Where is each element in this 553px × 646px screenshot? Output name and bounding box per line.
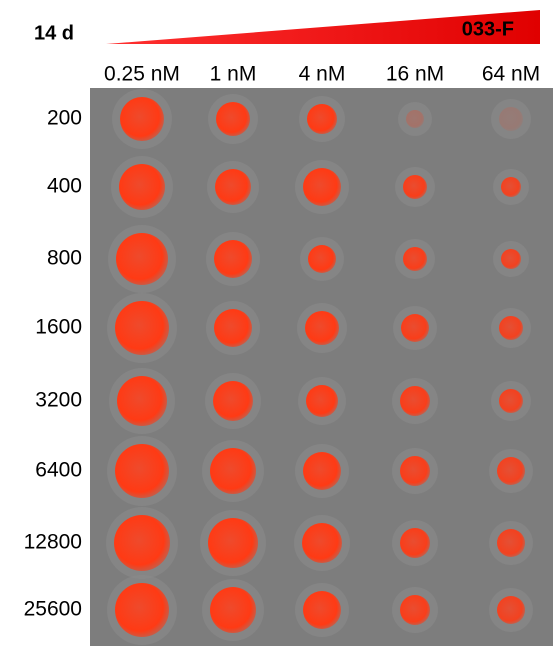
spheroid	[403, 247, 427, 271]
column-label: 1 nM	[210, 63, 257, 86]
row-label: 3200	[35, 389, 82, 412]
row-label: 6400	[35, 459, 82, 482]
column-label: 64 nM	[482, 63, 540, 86]
spheroid	[499, 389, 523, 413]
spheroid	[400, 528, 430, 558]
spheroid	[115, 444, 169, 498]
row-label: 1600	[35, 316, 82, 339]
spheroid	[501, 249, 521, 269]
spheroid	[400, 386, 430, 416]
spheroid	[115, 583, 169, 637]
spheroid	[215, 169, 251, 205]
spheroid	[214, 309, 252, 347]
row-label: 25600	[24, 598, 82, 621]
row-label: 200	[47, 107, 82, 130]
spheroid	[119, 164, 165, 210]
spheroid	[117, 376, 167, 426]
spheroid	[302, 523, 342, 563]
column-label: 4 nM	[299, 63, 346, 86]
row-label: 800	[47, 247, 82, 270]
spheroid	[303, 591, 341, 629]
spheroid	[400, 595, 430, 625]
spheroid	[305, 311, 339, 345]
spheroid	[401, 314, 429, 342]
spheroid	[499, 316, 523, 340]
time-label: 14 d	[34, 22, 74, 44]
spheroid	[308, 245, 336, 273]
spheroid	[303, 168, 341, 206]
spheroid	[114, 515, 170, 571]
column-label: 0.25 nM	[104, 63, 180, 86]
spheroid	[497, 529, 525, 557]
column-label: 16 nM	[386, 63, 444, 86]
spheroid	[400, 456, 430, 486]
spheroid	[208, 518, 258, 568]
spheroid	[403, 175, 427, 199]
spheroid	[499, 107, 523, 131]
spheroid	[307, 104, 337, 134]
spheroid	[210, 587, 256, 633]
spheroid	[501, 177, 521, 197]
spheroid	[497, 457, 525, 485]
spheroid	[116, 233, 168, 285]
spheroid	[303, 452, 341, 490]
spheroid	[210, 448, 256, 494]
spheroid	[306, 385, 338, 417]
row-label: 12800	[24, 531, 82, 554]
compound-label: 033-F	[462, 18, 514, 40]
spheroid	[115, 301, 169, 355]
spheroid	[216, 102, 250, 136]
spheroid	[213, 381, 253, 421]
spheroid	[497, 596, 525, 624]
spheroid	[214, 240, 252, 278]
spheroid	[120, 97, 164, 141]
concentration-wedge	[106, 10, 540, 44]
spheroid	[406, 110, 424, 128]
row-label: 400	[47, 175, 82, 198]
